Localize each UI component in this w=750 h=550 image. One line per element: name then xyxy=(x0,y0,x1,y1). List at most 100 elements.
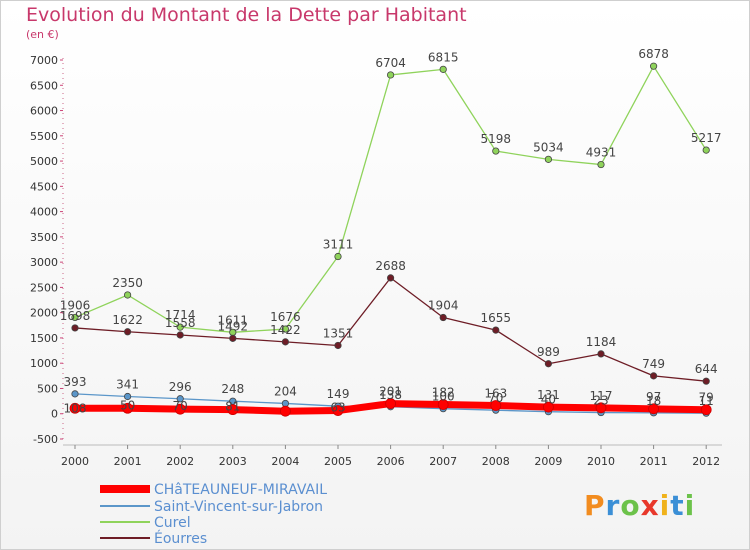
data-point xyxy=(124,328,132,336)
y-tick-label: 5500 xyxy=(30,130,58,143)
data-label: 50 xyxy=(120,398,135,412)
data-label: 81 xyxy=(225,400,240,414)
logo-letter: t xyxy=(670,489,685,522)
chart-unit: (en €) xyxy=(26,28,59,41)
data-label: 1906 xyxy=(60,298,91,312)
logo-letter: x xyxy=(640,489,660,522)
y-tick-label: 5000 xyxy=(30,155,58,168)
data-point xyxy=(229,334,237,342)
y-tick-label: 1000 xyxy=(30,357,58,370)
data-point xyxy=(597,350,605,358)
x-tick-label: 2003 xyxy=(219,455,247,468)
data-label: 1184 xyxy=(586,335,617,349)
data-point xyxy=(279,405,291,417)
y-tick-label: 2500 xyxy=(30,281,58,294)
data-point xyxy=(71,313,79,322)
data-point xyxy=(176,395,184,403)
data-point xyxy=(700,404,712,416)
data-point xyxy=(332,405,344,416)
data-point xyxy=(227,404,239,416)
data-point xyxy=(649,372,658,380)
legend: CHâTEAUNEUF-MIRAVAILSaint-Vincent-sur-Ja… xyxy=(100,482,327,547)
legend-entry: Curel xyxy=(154,515,191,531)
data-point xyxy=(281,325,289,333)
data-point xyxy=(702,146,710,154)
data-label: 5198 xyxy=(481,132,512,146)
data-label: 97 xyxy=(646,390,661,404)
data-label: 4931 xyxy=(586,146,617,160)
legend-entry: CHâTEAUNEUF-MIRAVAIL xyxy=(154,482,327,498)
logo-letter: P xyxy=(584,489,606,522)
data-label: 70 xyxy=(488,391,503,405)
data-label: 108 xyxy=(64,401,87,415)
y-tick-label: 0 xyxy=(51,408,58,421)
y-tick-label: 7000 xyxy=(30,54,58,67)
data-label: 163 xyxy=(484,386,507,400)
y-tick-label: -500 xyxy=(33,433,58,446)
data-point xyxy=(124,392,132,401)
data-label: 1558 xyxy=(165,316,196,330)
data-label: 201 xyxy=(379,385,402,399)
data-label: 204 xyxy=(274,384,297,398)
data-point xyxy=(122,402,133,414)
y-tick-label: 3500 xyxy=(30,231,58,244)
data-point xyxy=(281,399,289,408)
data-label: 40 xyxy=(541,393,556,407)
data-label: 131 xyxy=(537,388,560,402)
data-label: 644 xyxy=(695,362,718,376)
y-tick-label: 6500 xyxy=(30,79,58,92)
x-tick-label: 2005 xyxy=(324,455,352,468)
chart-title: Evolution du Montant de la Dette par Hab… xyxy=(26,4,467,26)
data-label: 248 xyxy=(221,382,244,396)
data-label: 1611 xyxy=(218,313,249,327)
data-label: 1622 xyxy=(112,313,143,327)
data-label: 393 xyxy=(64,375,87,389)
data-label: 5034 xyxy=(533,140,564,154)
data-point xyxy=(544,360,553,368)
data-label: 3111 xyxy=(323,238,354,252)
x-tick-label: 2006 xyxy=(377,455,405,468)
data-label: 1714 xyxy=(165,308,196,322)
y-tick-label: 2000 xyxy=(30,307,58,320)
x-tick-label: 2011 xyxy=(640,455,668,468)
data-label: 117 xyxy=(590,389,613,403)
y-tick-label: 4500 xyxy=(30,180,58,193)
data-label: 989 xyxy=(537,345,560,359)
data-point xyxy=(174,403,186,415)
x-tick-label: 2007 xyxy=(429,455,457,468)
proxiti-logo: Proxiti xyxy=(584,489,695,522)
data-point xyxy=(176,323,184,331)
data-label: 18 xyxy=(646,394,661,408)
data-point xyxy=(334,341,342,350)
x-tick-label: 2000 xyxy=(61,455,89,468)
data-label: 341 xyxy=(116,378,139,392)
data-label: 749 xyxy=(642,357,665,371)
x-tick-label: 2010 xyxy=(587,455,615,468)
data-point xyxy=(71,390,79,398)
data-label: 1422 xyxy=(270,323,301,337)
axes: -500 0 500 1000 1500 2000 2500 3000 3500 4000 4500… xyxy=(30,54,722,468)
data-label: 2350 xyxy=(112,276,143,290)
data-label: 6878 xyxy=(638,47,669,61)
data-point xyxy=(385,398,397,409)
series-line xyxy=(74,65,707,333)
data-point xyxy=(439,65,447,73)
data-label: 296 xyxy=(169,380,192,394)
y-tick-label: 500 xyxy=(37,382,58,395)
data-label: 23 xyxy=(593,394,608,408)
data-label: 70 xyxy=(173,399,188,413)
y-tick-label: 4000 xyxy=(30,206,58,219)
data-point xyxy=(176,331,184,339)
data-label: 1351 xyxy=(323,326,354,340)
data-label: 1655 xyxy=(481,311,512,325)
series-layer xyxy=(69,62,712,417)
data-label: 79 xyxy=(699,391,714,405)
x-tick-label: 2012 xyxy=(692,455,720,468)
data-label: 1904 xyxy=(428,299,459,313)
data-point xyxy=(281,338,289,346)
data-point xyxy=(71,324,79,332)
data-point xyxy=(492,326,500,334)
data-label: 182 xyxy=(432,386,455,400)
